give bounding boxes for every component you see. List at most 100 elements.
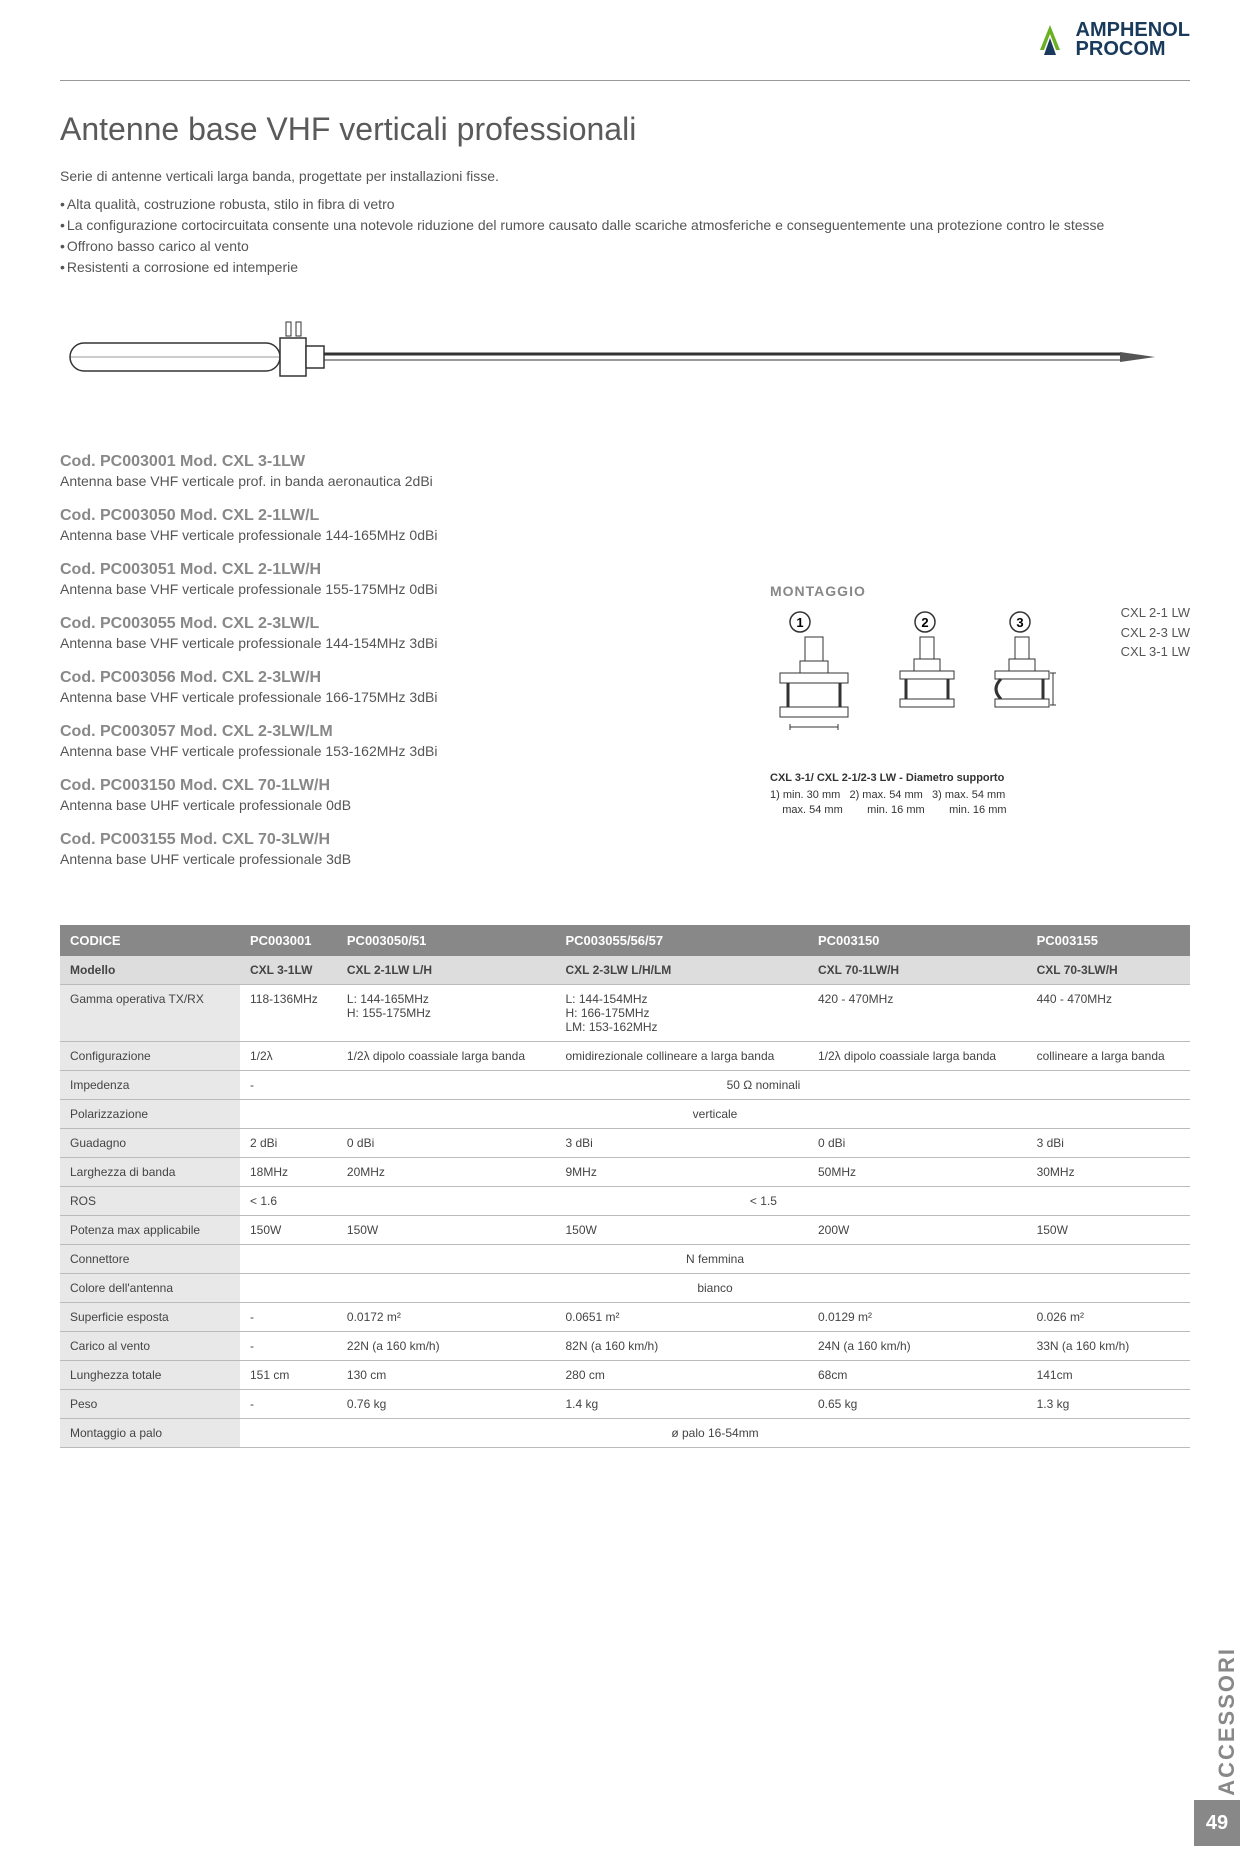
table-cell: - bbox=[240, 1390, 337, 1419]
row-label: Configurazione bbox=[60, 1042, 240, 1071]
table-cell-span: 50 Ω nominali bbox=[337, 1071, 1190, 1100]
table-cell: 82N (a 160 km/h) bbox=[556, 1332, 808, 1361]
table-cell-span: ø palo 16-54mm bbox=[240, 1419, 1190, 1448]
product-list: Cod. PC003001 Mod. CXL 3-1LWAntenna base… bbox=[60, 453, 740, 885]
table-row: Superficie esposta-0.0172 m²0.0651 m²0.0… bbox=[60, 1303, 1190, 1332]
table-cell: 2 dBi bbox=[240, 1129, 337, 1158]
table-cell-span: N femmina bbox=[240, 1245, 1190, 1274]
table-cell: L: 144-165MHz H: 155-175MHz bbox=[337, 985, 556, 1042]
row-label: Larghezza di banda bbox=[60, 1158, 240, 1187]
table-row: Impedenza-50 Ω nominali bbox=[60, 1071, 1190, 1100]
mounting-model-labels: CXL 2-1 LW CXL 2-3 LW CXL 3-1 LW bbox=[1121, 603, 1190, 662]
table-cell: 0.76 kg bbox=[337, 1390, 556, 1419]
row-label: Colore dell'antenna bbox=[60, 1274, 240, 1303]
feature-bullets: Alta qualità, costruzione robusta, stilo… bbox=[60, 194, 1190, 278]
table-header: CODICE bbox=[60, 925, 240, 956]
table-cell: collineare a larga banda bbox=[1027, 1042, 1190, 1071]
table-row: Guadagno2 dBi0 dBi3 dBi0 dBi3 dBi bbox=[60, 1129, 1190, 1158]
table-cell: CXL 70-3LW/H bbox=[1027, 956, 1190, 985]
table-cell: 118-136MHz bbox=[240, 985, 337, 1042]
row-label: Impedenza bbox=[60, 1071, 240, 1100]
table-row: Configurazione1/2λ1/2λ dipolo coassiale … bbox=[60, 1042, 1190, 1071]
brand-logo: AMPHENOL PROCOM bbox=[1030, 20, 1190, 60]
table-row: ConnettoreN femmina bbox=[60, 1245, 1190, 1274]
table-cell: 3 dBi bbox=[1027, 1129, 1190, 1158]
table-cell: 1/2λ dipolo coassiale larga banda bbox=[808, 1042, 1027, 1071]
table-cell: 141cm bbox=[1027, 1361, 1190, 1390]
row-label: ROS bbox=[60, 1187, 240, 1216]
table-cell-span: bianco bbox=[240, 1274, 1190, 1303]
table-cell: 9MHz bbox=[556, 1158, 808, 1187]
table-cell: 0.0129 m² bbox=[808, 1303, 1027, 1332]
row-label: Guadagno bbox=[60, 1129, 240, 1158]
table-cell: 18MHz bbox=[240, 1158, 337, 1187]
table-cell: 1.4 kg bbox=[556, 1390, 808, 1419]
table-row: Lunghezza totale151 cm130 cm280 cm68cm14… bbox=[60, 1361, 1190, 1390]
table-cell: 150W bbox=[556, 1216, 808, 1245]
table-cell: 33N (a 160 km/h) bbox=[1027, 1332, 1190, 1361]
table-cell: 130 cm bbox=[337, 1361, 556, 1390]
row-label: Polarizzazione bbox=[60, 1100, 240, 1129]
table-row: Potenza max applicabile150W150W150W200W1… bbox=[60, 1216, 1190, 1245]
table-cell: CXL 70-1LW/H bbox=[808, 956, 1027, 985]
table-cell: 50MHz bbox=[808, 1158, 1027, 1187]
table-cell: L: 144-154MHz H: 166-175MHz LM: 153-162M… bbox=[556, 985, 808, 1042]
table-cell-span: verticale bbox=[240, 1100, 1190, 1129]
table-cell: 3 dBi bbox=[556, 1129, 808, 1158]
table-cell: 0.026 m² bbox=[1027, 1303, 1190, 1332]
table-cell: CXL 2-1LW L/H bbox=[337, 956, 556, 985]
mounting-section: MONTAGGIO 1 2 bbox=[770, 453, 1190, 885]
row-label: Montaggio a palo bbox=[60, 1419, 240, 1448]
row-label: Carico al vento bbox=[60, 1332, 240, 1361]
table-row: Peso-0.76 kg1.4 kg0.65 kg1.3 kg bbox=[60, 1390, 1190, 1419]
logo-line2: PROCOM bbox=[1076, 40, 1190, 59]
table-cell: 420 - 470MHz bbox=[808, 985, 1027, 1042]
row-label: Superficie esposta bbox=[60, 1303, 240, 1332]
table-header: PC003050/51 bbox=[337, 925, 556, 956]
side-tab: ACCESSORI bbox=[1214, 1647, 1240, 1796]
table-cell: 151 cm bbox=[240, 1361, 337, 1390]
logo-text: AMPHENOL PROCOM bbox=[1076, 21, 1190, 59]
table-cell: 150W bbox=[1027, 1216, 1190, 1245]
table-cell: 0 dBi bbox=[808, 1129, 1027, 1158]
table-cell: 150W bbox=[240, 1216, 337, 1245]
bullet-item: Resistenti a corrosione ed intemperie bbox=[60, 257, 1190, 278]
table-row: Gamma operativa TX/RX118-136MHzL: 144-16… bbox=[60, 985, 1190, 1042]
table-cell-span: < 1.5 bbox=[337, 1187, 1190, 1216]
table-cell: 1/2λ dipolo coassiale larga banda bbox=[337, 1042, 556, 1071]
row-label: Lunghezza totale bbox=[60, 1361, 240, 1390]
table-row: ROS< 1.6< 1.5 bbox=[60, 1187, 1190, 1216]
products-section: Cod. PC003001 Mod. CXL 3-1LWAntenna base… bbox=[60, 453, 1190, 885]
table-row: Larghezza di banda18MHz20MHz9MHz50MHz30M… bbox=[60, 1158, 1190, 1187]
logo-icon bbox=[1030, 20, 1070, 60]
table-header: PC003055/56/57 bbox=[556, 925, 808, 956]
table-row: Polarizzazioneverticale bbox=[60, 1100, 1190, 1129]
bullet-item: Alta qualità, costruzione robusta, stilo… bbox=[60, 194, 1190, 215]
table-cell: 24N (a 160 km/h) bbox=[808, 1332, 1027, 1361]
mounting-diagram: 1 2 3 bbox=[770, 607, 1090, 757]
table-cell: CXL 3-1LW bbox=[240, 956, 337, 985]
table-cell: 200W bbox=[808, 1216, 1027, 1245]
product-item: Cod. PC003056 Mod. CXL 2-3LW/HAntenna ba… bbox=[60, 669, 740, 705]
spec-table: CODICE PC003001 PC003050/51 PC003055/56/… bbox=[60, 925, 1190, 1448]
table-cell: - bbox=[240, 1071, 337, 1100]
svg-text:3: 3 bbox=[1016, 615, 1023, 630]
table-header: PC003001 bbox=[240, 925, 337, 956]
row-label: Connettore bbox=[60, 1245, 240, 1274]
svg-text:1: 1 bbox=[796, 615, 803, 630]
table-row: Montaggio a paloø palo 16-54mm bbox=[60, 1419, 1190, 1448]
table-cell: 1/2λ bbox=[240, 1042, 337, 1071]
table-row: Colore dell'antennabianco bbox=[60, 1274, 1190, 1303]
table-cell: - bbox=[240, 1332, 337, 1361]
table-cell: 0.0651 m² bbox=[556, 1303, 808, 1332]
table-cell: 0.0172 m² bbox=[337, 1303, 556, 1332]
row-label: Potenza max applicabile bbox=[60, 1216, 240, 1245]
table-cell: 30MHz bbox=[1027, 1158, 1190, 1187]
table-cell: 0.65 kg bbox=[808, 1390, 1027, 1419]
mounting-dimensions: 1) min. 30 mm 2) max. 54 mm 3) max. 54 m… bbox=[770, 788, 1190, 819]
table-header-row: CODICE PC003001 PC003050/51 PC003055/56/… bbox=[60, 925, 1190, 956]
side-tab-label: ACCESSORI bbox=[1214, 1647, 1240, 1796]
product-item: Cod. PC003055 Mod. CXL 2-3LW/LAntenna ba… bbox=[60, 615, 740, 651]
table-cell: 22N (a 160 km/h) bbox=[337, 1332, 556, 1361]
antenna-diagram bbox=[60, 308, 1190, 403]
